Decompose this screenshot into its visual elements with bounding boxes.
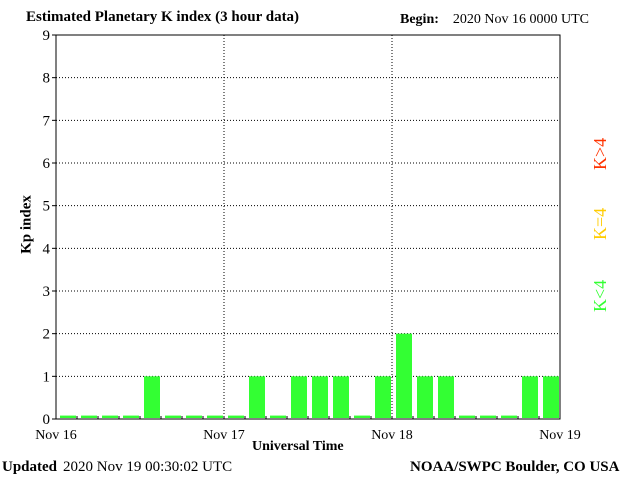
y-axis-label: Kp index bbox=[18, 195, 35, 254]
kp-bar bbox=[501, 415, 517, 418]
plot-frame bbox=[55, 34, 561, 420]
kp-bar bbox=[543, 376, 559, 418]
updated-label: Updated bbox=[2, 459, 58, 475]
chart-title: Estimated Planetary K index (3 hour data… bbox=[26, 9, 300, 25]
kp-bar bbox=[228, 415, 244, 418]
y-tick-label: 6 bbox=[43, 156, 51, 172]
kp-bar bbox=[333, 376, 349, 418]
y-tick-label: 3 bbox=[43, 284, 51, 300]
kp-bar bbox=[270, 415, 286, 418]
kp-bar bbox=[249, 376, 265, 418]
y-tick-label: 0 bbox=[43, 412, 51, 428]
y-tick-label: 5 bbox=[43, 199, 51, 215]
kp-bar bbox=[375, 376, 391, 418]
x-tick-label: Nov 19 bbox=[539, 428, 581, 443]
kp-bar bbox=[312, 376, 328, 418]
kp-bar bbox=[438, 376, 454, 418]
kp-bar bbox=[81, 415, 97, 418]
y-tick-label: 8 bbox=[43, 71, 51, 87]
begin-value: 2020 Nov 16 0000 UTC bbox=[452, 12, 590, 27]
kp-bar bbox=[459, 415, 475, 418]
kp-bar bbox=[144, 376, 160, 418]
kp-bar bbox=[354, 415, 370, 418]
kp-bar bbox=[417, 376, 433, 418]
updated-info: Updated 2020 Nov 19 00:30:02 UTC bbox=[2, 459, 232, 476]
kp-bar bbox=[102, 415, 118, 418]
y-tick-label: 4 bbox=[43, 241, 51, 257]
x-tick-label: Nov 18 bbox=[371, 428, 413, 443]
kp-bar bbox=[186, 415, 202, 418]
kp-bar bbox=[123, 415, 139, 418]
kp-bar bbox=[165, 415, 181, 418]
begin-info: Begin: 2020 Nov 16 0000 UTC bbox=[400, 12, 589, 28]
kp-bar bbox=[480, 415, 496, 418]
kp-bar bbox=[522, 376, 538, 418]
y-tick-label: 7 bbox=[43, 113, 51, 129]
x-tick-label: Nov 17 bbox=[203, 428, 245, 443]
credit-text: NOAA/SWPC Boulder, CO USA bbox=[410, 459, 620, 475]
begin-label: Begin: bbox=[400, 12, 439, 27]
kp-bar bbox=[291, 376, 307, 418]
x-tick-label: Nov 16 bbox=[35, 428, 77, 443]
y-tick-label: 9 bbox=[43, 28, 51, 44]
x-axis-label: Universal Time bbox=[252, 439, 344, 454]
kp-bar bbox=[207, 415, 223, 418]
y-tick-label: 2 bbox=[43, 327, 51, 343]
legend-high-label: K>4 bbox=[590, 137, 610, 170]
kp-bar bbox=[60, 415, 76, 418]
y-tick-label: 1 bbox=[43, 369, 51, 385]
kp-bar bbox=[396, 333, 412, 418]
legend-mid-label: K=4 bbox=[590, 207, 610, 240]
legend-low-label: K<4 bbox=[590, 279, 610, 312]
updated-value: 2020 Nov 19 00:30:02 UTC bbox=[63, 459, 233, 475]
